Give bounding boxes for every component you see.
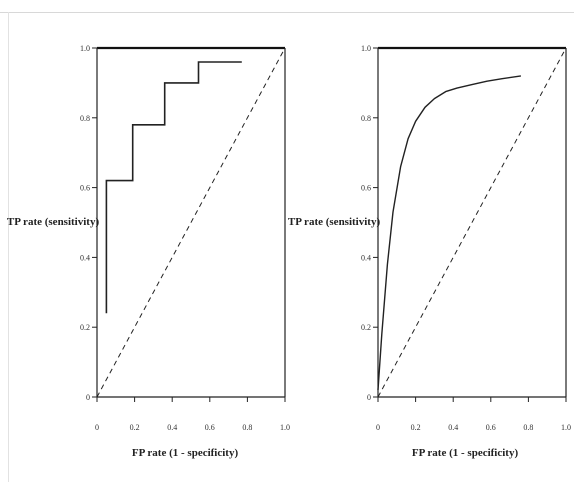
- chart1-y-tick-label: 0.8: [80, 114, 90, 123]
- chart1-x-tick-label: 0.4: [167, 423, 177, 432]
- chart2-x-axis-title: FP rate (1 - specificity): [412, 447, 519, 459]
- chart2-y-tick-label: 0.4: [361, 253, 371, 262]
- chart1-roc-curve: [106, 62, 241, 313]
- chart1-x-tick-label: 1.0: [280, 423, 290, 432]
- chart1-y-tick-label: 1.0: [80, 44, 90, 53]
- chart1-x-axis-title: FP rate (1 - specificity): [132, 447, 239, 459]
- chart2-y-tick-label: 0.8: [361, 114, 371, 123]
- chart1-y-axis-title: TP rate (sensitivity): [7, 216, 100, 228]
- chart1-y-tick-label: 0.6: [80, 184, 90, 193]
- chart2-y-tick-label: 0.2: [361, 323, 371, 332]
- chart1-x-tick-label: 0.8: [242, 423, 252, 432]
- chart2-diagonal-reference-line: [378, 48, 566, 397]
- chart2-x-tick-label: 0.8: [523, 423, 533, 432]
- chart2-x-tick-label: 0: [376, 423, 380, 432]
- chart2-x-tick-label: 0.4: [448, 423, 458, 432]
- chart2-y-tick-label: 0: [367, 393, 371, 402]
- chart2-y-tick-label: 0.6: [361, 184, 371, 193]
- chart2-y-axis-title: TP rate (sensitivity): [288, 216, 381, 228]
- chart1-y-tick-label: 0: [86, 393, 90, 402]
- chart1-x-tick-label: 0: [95, 423, 99, 432]
- chart2-x-tick-label: 1.0: [561, 423, 571, 432]
- chart2-roc-curve: [378, 76, 521, 390]
- chart1-y-tick-label: 0.2: [80, 323, 90, 332]
- chart1-diagonal-reference-line: [97, 48, 285, 397]
- chart2-x-tick-label: 0.6: [486, 423, 496, 432]
- chart1-y-tick-label: 0.4: [80, 253, 90, 262]
- chart2-y-tick-label: 1.0: [361, 44, 371, 53]
- chart1-x-tick-label: 0.6: [205, 423, 215, 432]
- chart1-x-tick-label: 0.2: [130, 423, 140, 432]
- chart2-x-tick-label: 0.2: [411, 423, 421, 432]
